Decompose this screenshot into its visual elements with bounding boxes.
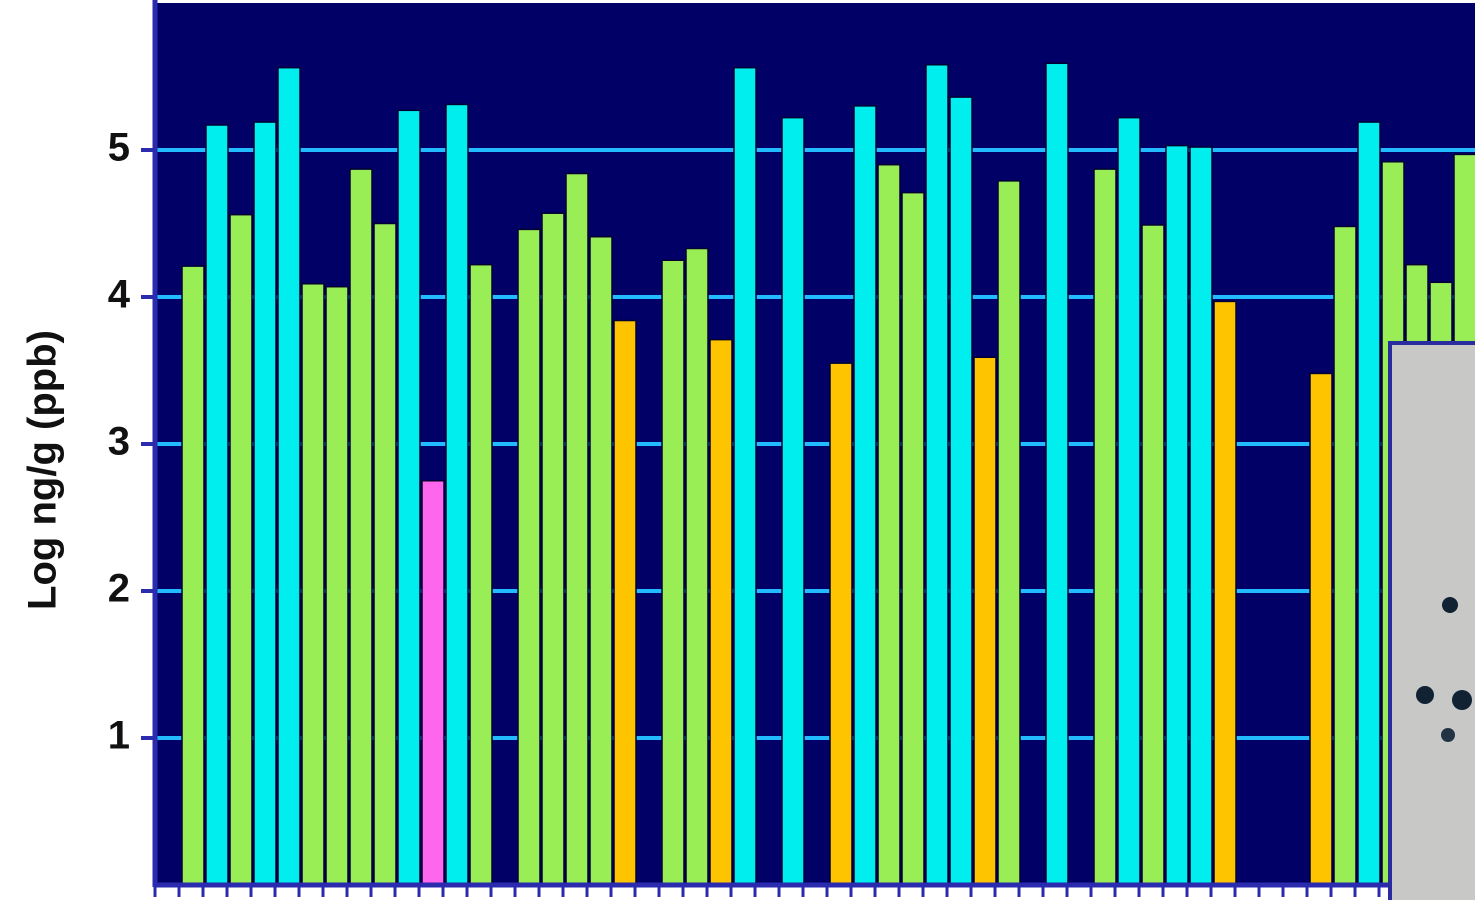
bar xyxy=(901,191,925,886)
bar xyxy=(613,319,637,886)
bar xyxy=(517,228,541,886)
bar xyxy=(181,265,205,886)
photo-detail xyxy=(1452,690,1472,710)
bar xyxy=(421,480,445,886)
bar xyxy=(1213,300,1237,886)
bar xyxy=(1189,146,1213,886)
bar xyxy=(685,247,709,886)
bar xyxy=(349,168,373,886)
bar xyxy=(397,109,421,886)
bar xyxy=(1141,224,1165,886)
bar xyxy=(1309,372,1333,886)
photo-detail xyxy=(1441,728,1455,742)
bar xyxy=(997,180,1021,886)
bar xyxy=(1117,116,1141,886)
y-tick-label: 3 xyxy=(108,420,130,464)
bar xyxy=(1093,168,1117,886)
bar xyxy=(229,213,253,886)
bar xyxy=(709,338,733,886)
bar xyxy=(877,163,901,886)
bar xyxy=(565,172,589,886)
y-tick-label: 1 xyxy=(108,714,130,758)
bar xyxy=(1333,225,1357,886)
bar xyxy=(973,356,997,886)
bar xyxy=(661,259,685,886)
bar xyxy=(925,63,949,886)
bar xyxy=(1357,121,1381,886)
y-tick-label: 4 xyxy=(108,273,131,317)
bar xyxy=(277,66,301,886)
bar xyxy=(1165,144,1189,886)
bar xyxy=(253,121,277,886)
bar xyxy=(205,124,229,886)
bar xyxy=(781,116,805,886)
photo-detail xyxy=(1442,597,1458,613)
bar xyxy=(853,105,877,886)
bar xyxy=(949,96,973,886)
bar xyxy=(541,212,565,886)
bar xyxy=(733,66,757,886)
bar xyxy=(301,283,325,886)
y-tick-label: 5 xyxy=(108,126,130,170)
bar xyxy=(829,362,853,886)
y-axis-label: Log ng/g (ppb) xyxy=(21,330,65,610)
bar xyxy=(373,222,397,886)
bar xyxy=(1045,62,1069,886)
y-tick-label: 2 xyxy=(108,567,130,611)
bar xyxy=(445,103,469,886)
inset-photo xyxy=(1388,341,1475,900)
bar xyxy=(325,285,349,886)
bar xyxy=(589,235,613,886)
photo-detail xyxy=(1416,686,1434,704)
bar xyxy=(469,263,493,886)
